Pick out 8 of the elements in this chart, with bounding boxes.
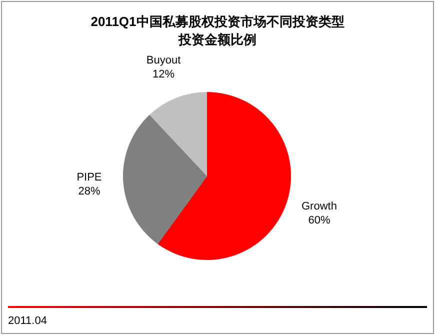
slice-label: Growth xyxy=(301,200,337,212)
data-label: 12% xyxy=(152,68,175,80)
text: 2011.04 xyxy=(8,315,47,327)
data-label: 28% xyxy=(78,185,100,198)
slice-label: Buyout xyxy=(146,54,181,66)
data-label: 60% xyxy=(308,214,330,226)
chart-title: 2011Q1中国私募股权投资市场不同投资类型投资金额比例 xyxy=(90,14,344,47)
slice-label: PIPE xyxy=(76,171,102,184)
